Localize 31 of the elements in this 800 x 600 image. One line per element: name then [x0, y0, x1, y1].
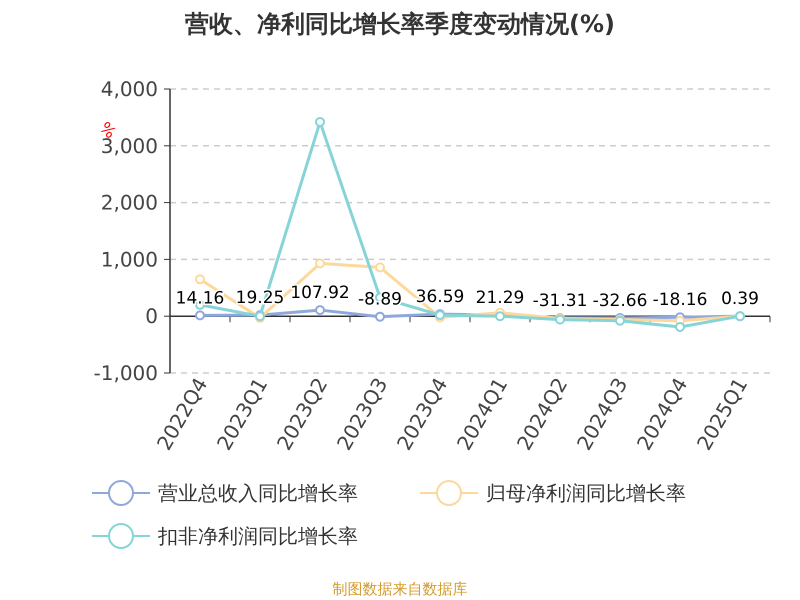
data-label: -31.31 [532, 290, 588, 311]
data-label: 21.29 [476, 288, 524, 308]
point [375, 262, 385, 272]
data-label: 0.39 [721, 289, 759, 310]
legend-item: 归母净利润同比增长率 [420, 480, 686, 506]
point [315, 305, 325, 316]
data-label: -8.89 [358, 290, 402, 310]
data-label: -18.16 [652, 290, 708, 310]
legend-label: 扣非净利润同比增长率 [157, 524, 358, 548]
y-tick-label: -1,000 [94, 361, 158, 385]
legend-item: 营业总收入同比增长率 [92, 480, 358, 506]
data-label: 107.92 [290, 283, 350, 304]
point [315, 116, 325, 127]
text: 制图数据来自数据库 [332, 580, 468, 598]
point [315, 258, 325, 268]
chart-title: 营收、净利同比增长率季度变动情况(%) [184, 10, 615, 38]
legend-label: 归母净利润同比增长率 [486, 481, 686, 505]
data-label: 19.25 [236, 288, 284, 308]
y-tick-label: 0 [145, 304, 158, 328]
y-tick-label: 4,000 [100, 77, 158, 101]
legend-item: 扣非净利润同比增长率 [92, 523, 358, 549]
data-label: -32.66 [592, 291, 648, 312]
y-tick-label: 2,000 [100, 190, 158, 215]
data-label: 14.16 [176, 288, 224, 308]
point [195, 310, 205, 320]
legend-label: 营业总收入同比增长率 [158, 481, 358, 505]
point [675, 322, 685, 332]
point [195, 274, 205, 284]
y-tick-label: 1,000 [100, 247, 158, 272]
data-label: 36.59 [416, 287, 464, 308]
point [375, 312, 385, 322]
